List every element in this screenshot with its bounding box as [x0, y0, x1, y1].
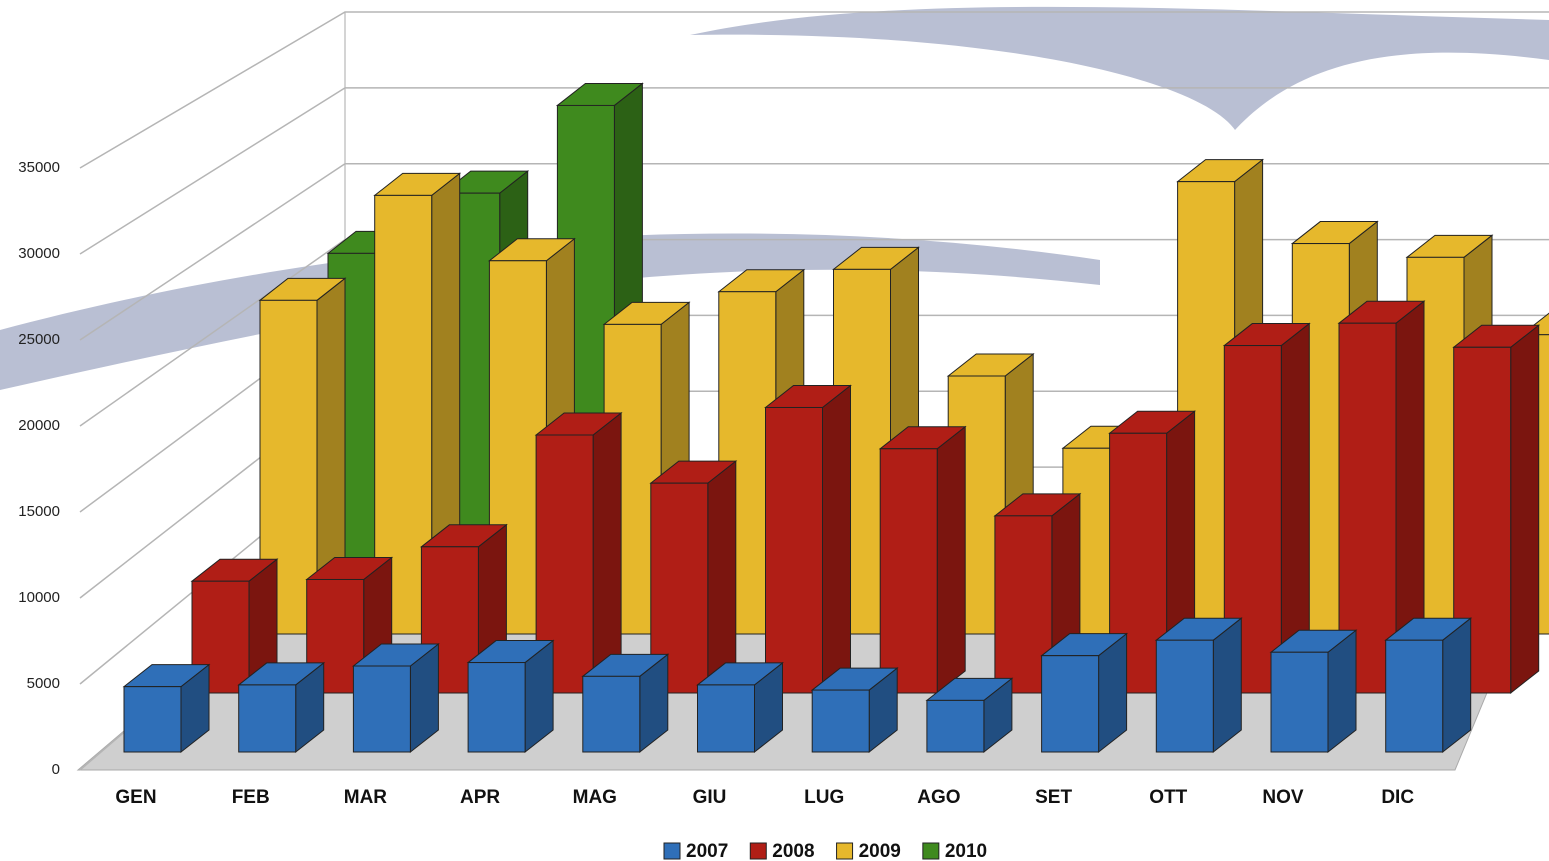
bar-front [238, 684, 297, 753]
bar [237, 661, 326, 754]
legend-label: 2010 [945, 841, 987, 861]
bar-front [697, 684, 755, 753]
y-tick-label: 35000 [18, 159, 60, 176]
bar-front [765, 406, 823, 694]
grid-line [79, 87, 1549, 255]
bar-front [879, 448, 938, 694]
x-tick-label: OTT [1149, 787, 1187, 808]
x-tick-label: LUG [804, 787, 844, 808]
bar-side [707, 460, 737, 695]
y-tick-label: 0 [52, 761, 60, 778]
x-tick-label: APR [460, 787, 500, 808]
legend-label: 2008 [772, 841, 814, 861]
bar [1040, 632, 1129, 754]
bar [1452, 324, 1541, 695]
bar-side [822, 384, 851, 695]
bar [1269, 629, 1358, 754]
bar-front [1270, 651, 1329, 753]
legend-swatch [836, 842, 854, 860]
bar [351, 642, 440, 754]
bar-side [1442, 617, 1472, 754]
grid-line [79, 11, 1549, 169]
bar [466, 639, 555, 754]
bar-front [926, 699, 985, 753]
bar [581, 653, 670, 754]
legend-swatch [922, 842, 940, 860]
bar-front [1155, 639, 1214, 753]
bar [810, 667, 899, 754]
x-tick-label: GIU [693, 787, 727, 808]
y-tick-label: 30000 [18, 245, 60, 262]
x-tick-label: NOV [1262, 787, 1304, 808]
y-tick-label: 15000 [18, 503, 60, 520]
bar [190, 558, 279, 695]
x-tick-label: FEB [232, 787, 270, 808]
legend-swatch [749, 842, 767, 860]
bar [878, 425, 967, 695]
background-swoosh [0, 233, 1100, 390]
y-tick-label: 10000 [18, 589, 60, 606]
x-tick-label: DIC [1381, 787, 1414, 808]
x-tick-label: AGO [917, 787, 960, 808]
bar [1154, 617, 1243, 754]
bar-front [1041, 655, 1100, 753]
bar [1384, 617, 1473, 754]
bar [649, 460, 738, 695]
y-tick-label: 5000 [27, 675, 60, 692]
bar-side [592, 411, 622, 695]
bar [122, 663, 211, 754]
x-tick-label: MAR [344, 787, 388, 808]
x-tick-label: GEN [115, 787, 156, 808]
bar-front [582, 675, 641, 753]
legend-label: 2007 [686, 841, 728, 861]
y-tick-label: 25000 [18, 331, 60, 348]
bar-front [1385, 639, 1444, 753]
bar-side [936, 425, 966, 695]
grid-line [79, 162, 1549, 341]
bar-side [1212, 617, 1242, 754]
bar-side [1510, 324, 1540, 695]
bar [1222, 322, 1311, 695]
bar-front [123, 686, 182, 753]
bar-front [811, 689, 870, 753]
legend-label: 2009 [859, 841, 901, 861]
bar-front [352, 665, 411, 753]
bar [925, 677, 1014, 754]
legend-swatch [663, 842, 681, 860]
bar-front [467, 662, 526, 753]
x-tick-label: MAG [573, 787, 617, 808]
bar [696, 661, 784, 754]
background-swoosh [690, 6, 1549, 130]
y-tick-label: 20000 [18, 417, 60, 434]
bar [764, 384, 852, 695]
x-tick-label: SET [1035, 787, 1072, 808]
bar-top [1520, 312, 1549, 336]
